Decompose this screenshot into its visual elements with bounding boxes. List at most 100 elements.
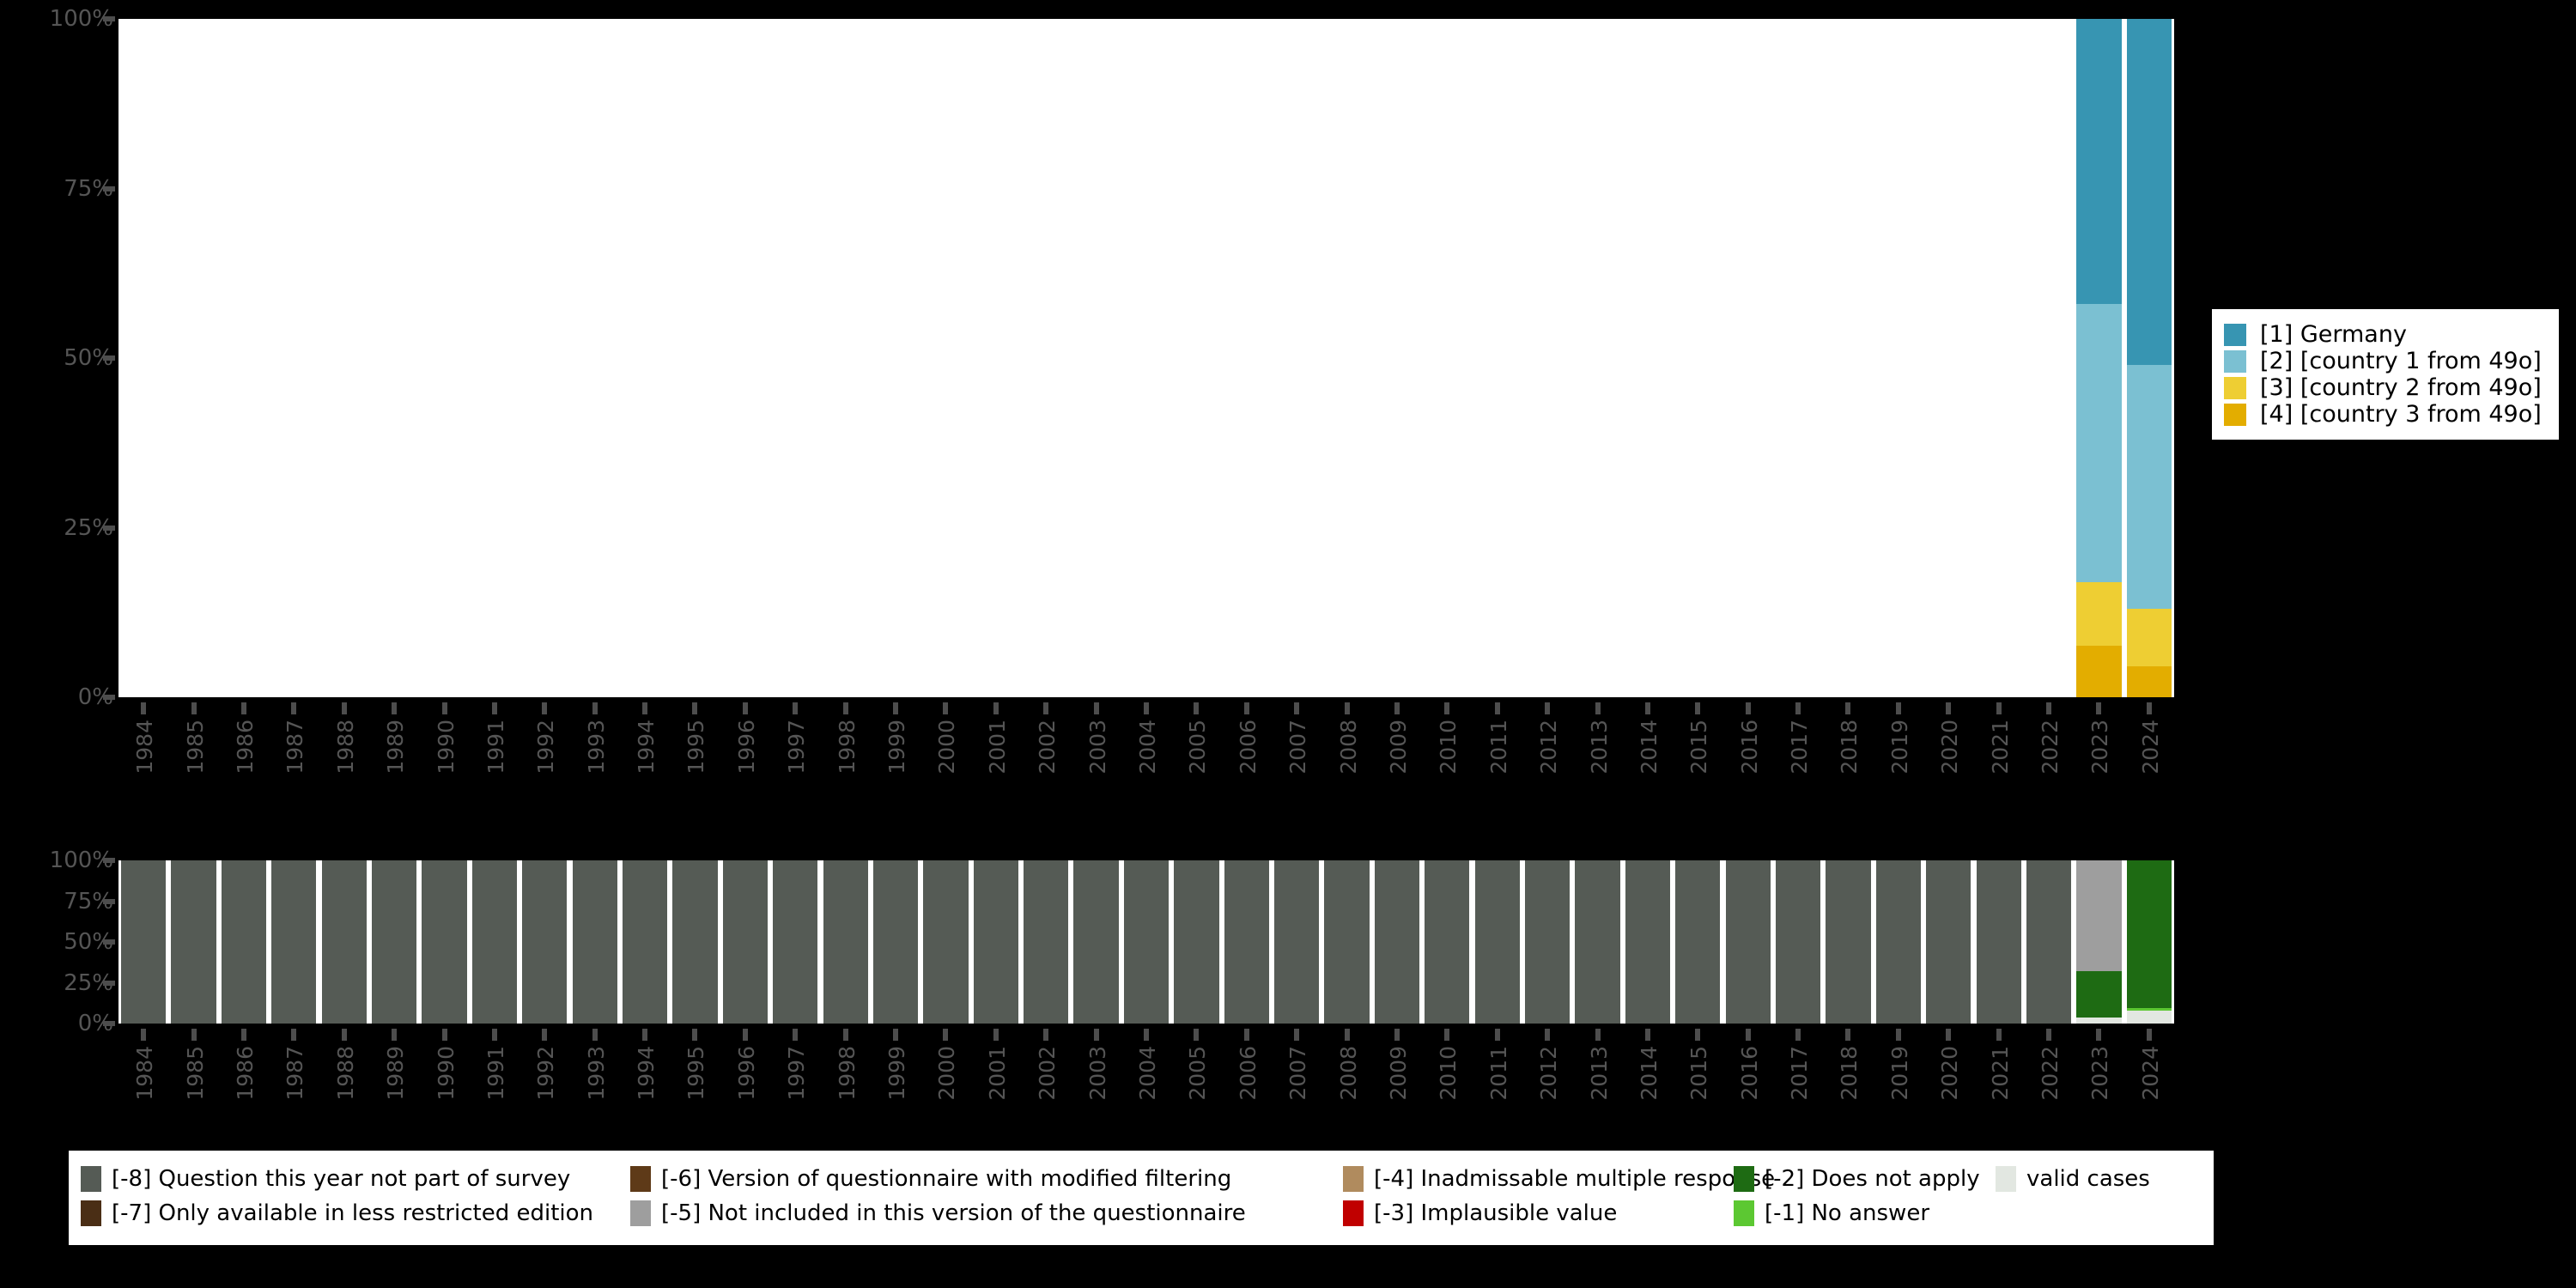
legend-label: [3] [country 2 from 49o] xyxy=(2260,374,2542,401)
legend-item--8[interactable]: [-8] Question this year not part of surv… xyxy=(81,1166,570,1192)
legend-item--5[interactable]: [-5] Not included in this version of the… xyxy=(630,1200,1246,1226)
x-tick-mark xyxy=(491,702,497,714)
x-tick-mark xyxy=(1243,1029,1249,1041)
x-tick-label-2024: 2024 xyxy=(2137,720,2163,775)
bar-1994 xyxy=(622,860,668,1024)
x-tick-mark xyxy=(1444,1029,1450,1041)
x-tick-mark xyxy=(1795,702,1801,714)
legend-item-0[interactable]: [1] Germany xyxy=(2224,321,2549,348)
x-tick-label-2012: 2012 xyxy=(1536,1046,1562,1101)
x-tick-label-1995: 1995 xyxy=(683,1046,709,1101)
bar-segment xyxy=(1875,860,1921,1024)
bar-2024 xyxy=(2126,860,2172,1024)
x-tick-mark xyxy=(341,1029,347,1041)
x-tick-label-1989: 1989 xyxy=(383,720,409,775)
bottom-legend-row-2: [-7] Only available in less restricted e… xyxy=(81,1200,2214,1235)
legend-item-valid cases[interactable]: valid cases xyxy=(1996,1166,2150,1192)
bar-segment xyxy=(1324,860,1370,1024)
x-tick-mark xyxy=(491,1029,497,1041)
x-tick-mark xyxy=(1243,702,1249,714)
legend-item--2[interactable]: [-2] Does not apply xyxy=(1734,1166,1980,1192)
legend-item--3[interactable]: [-3] Implausible value xyxy=(1343,1200,1617,1226)
legend-item--6[interactable]: [-6] Version of questionnaire with modif… xyxy=(630,1166,1231,1192)
bar-segment xyxy=(171,860,216,1024)
bar-segment xyxy=(2126,1007,2172,1011)
legend-label: [-6] Version of questionnaire with modif… xyxy=(661,1166,1232,1192)
bar-segment xyxy=(2126,364,2172,610)
x-tick-label-2001: 2001 xyxy=(984,1046,1010,1101)
bar-segment xyxy=(1675,860,1721,1024)
bar-2020 xyxy=(1926,860,1971,1024)
legend-item-1[interactable]: [2] [country 1 from 49o] xyxy=(2224,348,2549,374)
x-tick-label-1988: 1988 xyxy=(332,720,358,775)
bar-2023 xyxy=(2076,19,2122,697)
bar-1998 xyxy=(823,860,868,1024)
x-tick-label-1989: 1989 xyxy=(383,1046,409,1101)
x-tick-mark xyxy=(2096,702,2102,714)
legend-item-3[interactable]: [4] [country 3 from 49o] xyxy=(2224,401,2549,428)
bar-segment xyxy=(1625,860,1671,1024)
x-tick-mark xyxy=(2046,702,2052,714)
bar-segment xyxy=(2126,665,2172,697)
x-tick-mark xyxy=(642,702,648,714)
x-tick-mark xyxy=(1595,1029,1601,1041)
x-tick-mark xyxy=(1043,702,1049,714)
legend-label: [-5] Not included in this version of the… xyxy=(661,1200,1246,1226)
x-tick-mark xyxy=(592,702,598,714)
bar-1984 xyxy=(121,860,167,1024)
x-tick-label-2022: 2022 xyxy=(2038,1046,2063,1101)
bar-2006 xyxy=(1224,860,1269,1024)
x-tick-label-2021: 2021 xyxy=(1987,1046,2013,1101)
y-tick-mark xyxy=(103,980,115,986)
x-tick-mark xyxy=(1194,702,1200,714)
x-tick-label-2020: 2020 xyxy=(1937,720,1963,775)
x-tick-label-2009: 2009 xyxy=(1385,1046,1411,1101)
bar-segment xyxy=(1123,860,1170,1024)
x-tick-label-2003: 2003 xyxy=(1084,720,1110,775)
legend-item-2[interactable]: [3] [country 2 from 49o] xyxy=(2224,374,2549,401)
bar-segment xyxy=(1826,860,1871,1024)
x-tick-mark xyxy=(542,702,548,714)
x-tick-mark xyxy=(1093,1029,1099,1041)
bar-segment xyxy=(1976,860,2021,1024)
legend-swatch-icon xyxy=(2224,376,2246,399)
legend-label: [-2] Does not apply xyxy=(1765,1166,1980,1192)
legend-swatch-icon xyxy=(2224,349,2246,373)
legend-item--1[interactable]: [-1] No answer xyxy=(1734,1200,1929,1226)
bar-1995 xyxy=(672,860,718,1024)
bar-segment xyxy=(2076,19,2122,304)
bar-2017 xyxy=(1775,860,1821,1024)
x-tick-mark xyxy=(1695,1029,1701,1041)
bar-segment xyxy=(372,860,417,1024)
x-tick-label-1991: 1991 xyxy=(483,720,508,775)
x-tick-mark xyxy=(1895,1029,1901,1041)
bar-segment xyxy=(1524,860,1571,1024)
bar-2003 xyxy=(1073,860,1119,1024)
bar-2021 xyxy=(1976,860,2021,1024)
x-tick-mark xyxy=(2046,1029,2052,1041)
x-tick-label-1995: 1995 xyxy=(683,720,709,775)
legend-item--7[interactable]: [-7] Only available in less restricted e… xyxy=(81,1200,593,1226)
x-tick-mark xyxy=(240,1029,246,1041)
legend-swatch-icon xyxy=(1734,1166,1754,1192)
legend-label: [-1] No answer xyxy=(1765,1200,1930,1226)
x-tick-mark xyxy=(141,702,147,714)
x-tick-label-1999: 1999 xyxy=(884,1046,910,1101)
bar-segment xyxy=(2126,19,2172,365)
x-tick-mark xyxy=(1144,1029,1149,1041)
x-tick-label-2014: 2014 xyxy=(1636,720,1662,775)
x-tick-mark xyxy=(1444,702,1450,714)
bar-segment xyxy=(622,860,668,1024)
x-tick-label-2023: 2023 xyxy=(2087,1046,2113,1101)
x-tick-mark xyxy=(392,702,398,714)
x-tick-mark xyxy=(441,702,447,714)
legend-item--4[interactable]: [-4] Inadmissable multiple response xyxy=(1343,1166,1775,1192)
x-tick-label-2021: 2021 xyxy=(1987,720,2013,775)
y-tick-label: 100% xyxy=(49,6,113,32)
x-tick-label-2023: 2023 xyxy=(2087,720,2113,775)
x-tick-mark xyxy=(191,1029,197,1041)
top-chart-legend: [1] Germany [2] [country 1 from 49o] [3] [… xyxy=(2212,309,2559,440)
x-tick-mark xyxy=(2146,702,2152,714)
legend-label: [2] [country 1 from 49o] xyxy=(2260,348,2542,374)
bar-1985 xyxy=(171,860,216,1024)
